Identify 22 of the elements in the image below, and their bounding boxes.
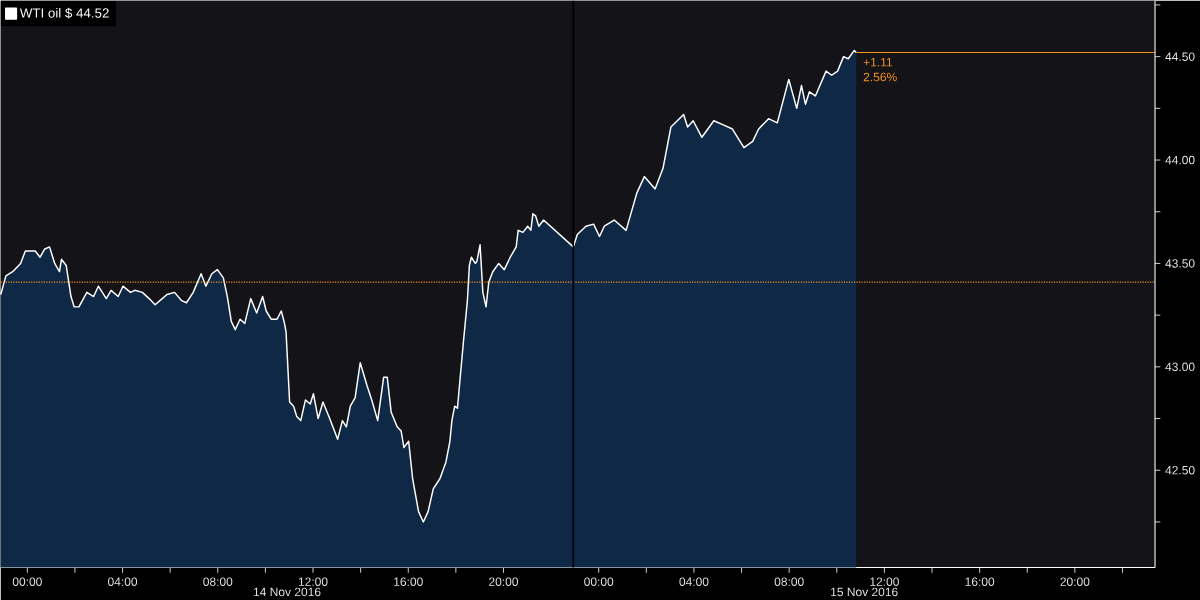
x-tick-label: 08:00 [203, 577, 233, 586]
x-tick-label: 04:00 [108, 577, 138, 586]
x-tick-label: 12:00 [298, 577, 328, 586]
legend-label: WTI oil $ 44.52 [19, 7, 109, 19]
text: 14 Nov 2016 [253, 587, 321, 596]
x-tick-label: 00:00 [584, 577, 614, 586]
y-tick-label: 44.50 [1165, 52, 1195, 61]
y-tick-label: 43.00 [1165, 362, 1195, 371]
x-tick-label: 16:00 [394, 577, 423, 586]
text: 15 Nov 2016 [831, 587, 898, 596]
x-tick-label: 20:00 [489, 577, 519, 586]
x-tick-label: 12:00 [870, 577, 899, 586]
y-tick-label: 43.50 [1165, 258, 1195, 268]
x-tick-label: 04:00 [679, 577, 709, 586]
x-tick-label: 16:00 [965, 577, 995, 586]
y-tick-label: 42.50 [1165, 465, 1195, 475]
x-tick-label: 08:00 [774, 577, 804, 586]
y-tick-label: 44.00 [1165, 155, 1195, 165]
annotation: +1.11 [863, 57, 893, 67]
annotation: 2.56% [863, 72, 897, 82]
x-tick-label: 20:00 [1060, 577, 1090, 586]
x-tick-label: 00:00 [12, 577, 42, 586]
